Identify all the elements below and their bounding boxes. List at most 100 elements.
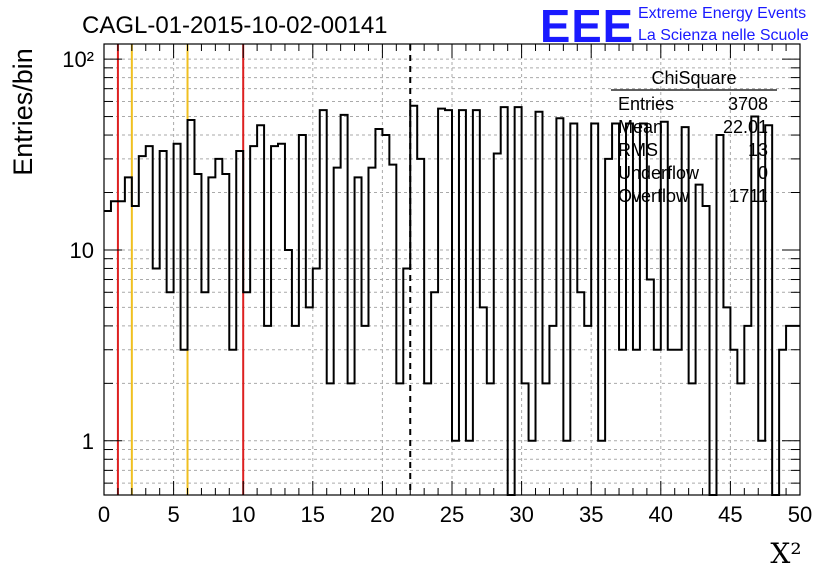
- histogram-bin: [215, 159, 222, 495]
- histogram-bin: [368, 168, 375, 495]
- histogram-bin: [396, 383, 403, 495]
- stats-box: ChiSquare Entries 3708 Mean 22.01 RMS 13…: [611, 68, 777, 206]
- histogram-bin: [250, 146, 257, 495]
- histogram-bin: [104, 211, 111, 495]
- logo-line-2: La Scienza nelle Scuole: [638, 27, 809, 44]
- histogram-bin: [487, 383, 494, 495]
- histogram-bin: [730, 350, 737, 495]
- histogram-bin: [786, 326, 793, 495]
- histogram-bin: [744, 326, 751, 495]
- histogram-bin: [410, 106, 417, 495]
- histogram-bin: [473, 110, 480, 495]
- histogram-bin: [716, 135, 723, 495]
- x-tick-label: 35: [579, 502, 603, 527]
- histogram-bin: [654, 350, 661, 495]
- y-tick-labels: 1 10 10²: [62, 47, 94, 454]
- y-tick-label: 10: [70, 238, 94, 263]
- histogram-bin: [466, 441, 473, 495]
- x-tick-label: 40: [649, 502, 673, 527]
- histogram-bin: [515, 107, 522, 495]
- stats-rms-value: 13: [748, 140, 768, 160]
- histogram-bin: [264, 326, 271, 495]
- histogram-bin: [542, 383, 549, 495]
- histogram-bin: [696, 185, 703, 495]
- histogram-bin: [445, 110, 452, 495]
- x-tick-label: 0: [98, 502, 110, 527]
- histogram-bin: [278, 144, 285, 495]
- histogram-bin: [320, 110, 327, 495]
- histogram-bin: [299, 135, 306, 495]
- histogram-outline: [104, 104, 800, 496]
- stats-mean-value: 22.01: [723, 117, 768, 137]
- histogram-bin: [737, 383, 744, 495]
- histogram-bin: [494, 154, 501, 495]
- axis-ticks: [103, 44, 801, 495]
- histogram-bin: [605, 159, 612, 495]
- histogram-bin: [132, 206, 139, 495]
- chart-title: CAGL-01-2015-10-02-00141: [82, 12, 388, 39]
- histogram-bin: [417, 159, 424, 495]
- stats-rms-label: RMS: [618, 140, 658, 160]
- x-tick-labels: 0 5 10 15 20 25 30 35 40 45 50: [98, 502, 812, 527]
- histogram-bin: [153, 268, 160, 495]
- histogram-bin: [438, 109, 445, 495]
- histogram-bin: [675, 350, 682, 495]
- histogram-bin: [306, 307, 313, 495]
- histogram-bin: [424, 383, 431, 495]
- y-tick-label: 10²: [62, 47, 94, 72]
- histogram-series: [104, 104, 800, 496]
- x-tick-label: 10: [231, 502, 255, 527]
- histogram-bin: [334, 168, 341, 495]
- stats-entries-value: 3708: [728, 94, 768, 114]
- histogram-bin: [125, 177, 132, 495]
- histogram-bin: [459, 110, 466, 495]
- stats-overflow-label: Overflow: [618, 186, 690, 206]
- histogram-bin: [348, 383, 355, 495]
- histogram-bin: [139, 156, 146, 495]
- stats-overflow-value: 1711: [729, 186, 768, 206]
- histogram-bin: [201, 292, 208, 495]
- histogram-bin: [703, 206, 710, 495]
- histogram-bin: [285, 250, 292, 495]
- histogram-bin: [584, 326, 591, 495]
- histogram-bin: [362, 326, 369, 495]
- stats-entries-label: Entries: [618, 94, 674, 114]
- histogram-bin: [257, 125, 264, 495]
- stats-underflow-value: 0: [758, 163, 768, 183]
- x-axis-title: X²: [770, 537, 801, 570]
- histogram-bin: [181, 350, 188, 495]
- histogram-bin: [619, 350, 626, 495]
- histogram-bin: [529, 441, 536, 495]
- histogram-bin: [452, 441, 459, 495]
- x-tick-label: 25: [440, 502, 464, 527]
- histogram-bin: [598, 441, 605, 495]
- histogram-bin: [668, 350, 675, 495]
- x-tick-label: 15: [301, 502, 325, 527]
- histogram-bin: [118, 201, 125, 495]
- histogram-bin: [313, 268, 320, 495]
- histogram-bin: [480, 307, 487, 495]
- histogram-bin: [591, 123, 598, 495]
- histogram-bin: [327, 383, 334, 495]
- histogram-bin: [577, 292, 584, 495]
- histogram-bin: [382, 135, 389, 495]
- x-tick-label: 5: [167, 502, 179, 527]
- histogram-bin: [549, 326, 556, 495]
- histogram-bin: [723, 307, 730, 495]
- histogram-bin: [243, 292, 250, 495]
- histogram-bin: [403, 268, 410, 495]
- histogram-bin: [501, 107, 508, 495]
- histogram-bin: [271, 146, 278, 495]
- histogram-bin: [647, 280, 654, 495]
- histogram-bin: [633, 350, 640, 495]
- histogram-bin: [389, 165, 396, 495]
- histogram-bin: [536, 112, 543, 495]
- y-tick-label: 1: [82, 429, 94, 454]
- histogram-bin: [236, 151, 243, 495]
- x-tick-label: 50: [788, 502, 812, 527]
- histogram-bin: [194, 174, 201, 495]
- histogram-bin: [689, 383, 696, 495]
- histogram-bin: [341, 115, 348, 495]
- histogram-bin: [793, 326, 800, 495]
